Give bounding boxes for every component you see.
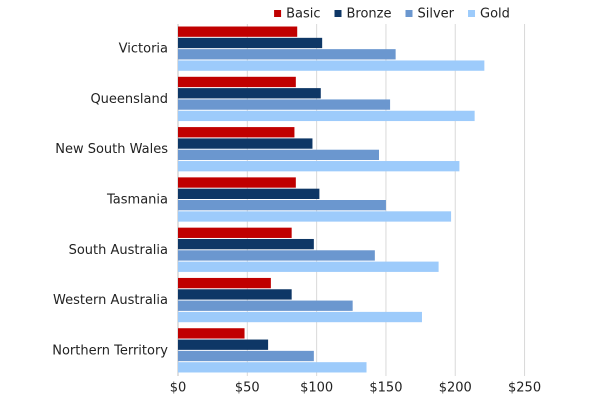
legend-swatch: [405, 10, 413, 17]
x-tick-label: $200: [439, 381, 472, 396]
y-tick-label: Tasmania: [106, 193, 168, 208]
legend-label: Gold: [480, 7, 510, 22]
bar: [178, 49, 396, 60]
bar: [178, 250, 375, 261]
y-tick-label: Western Australia: [53, 293, 168, 308]
x-tick-label: $150: [369, 381, 402, 396]
bar: [178, 227, 292, 238]
bar: [178, 88, 321, 99]
bar: [178, 289, 292, 300]
bar: [178, 127, 295, 138]
legend-label: Bronze: [347, 7, 392, 22]
bar: [178, 177, 296, 188]
legend-swatch: [334, 10, 342, 17]
x-tick-label: $100: [300, 381, 333, 396]
x-tick-label: $50: [235, 381, 260, 396]
bar: [178, 238, 314, 250]
bar: [178, 362, 367, 373]
bar: [178, 76, 296, 88]
bar: [178, 99, 391, 110]
bar: [178, 211, 452, 222]
x-tick-label: $250: [508, 381, 541, 396]
bar: [178, 149, 379, 161]
bar: [178, 300, 353, 311]
bar: [178, 350, 314, 362]
bar: [178, 26, 298, 37]
x-tick-label: $0: [170, 381, 187, 396]
bar: [178, 110, 475, 122]
bar: [178, 311, 422, 323]
y-tick-label: Northern Territory: [52, 343, 168, 358]
legend-label: Silver: [418, 7, 455, 22]
bar: [178, 277, 271, 289]
legend-label: Basic: [286, 7, 320, 22]
y-tick-label: South Australia: [69, 243, 168, 258]
y-tick-label: Victoria: [119, 42, 168, 57]
legend-swatch: [468, 10, 476, 17]
bar: [178, 328, 245, 339]
legend-swatch: [274, 10, 282, 17]
bar: [178, 188, 320, 199]
bar: [178, 261, 439, 272]
bar: [178, 60, 485, 71]
y-tick-label: Queensland: [90, 92, 168, 107]
bar: [178, 339, 269, 350]
y-tick-label: New South Wales: [55, 142, 168, 157]
bar: [178, 138, 313, 149]
bar: [178, 37, 323, 49]
bar: [178, 200, 386, 211]
bar: [178, 161, 460, 172]
